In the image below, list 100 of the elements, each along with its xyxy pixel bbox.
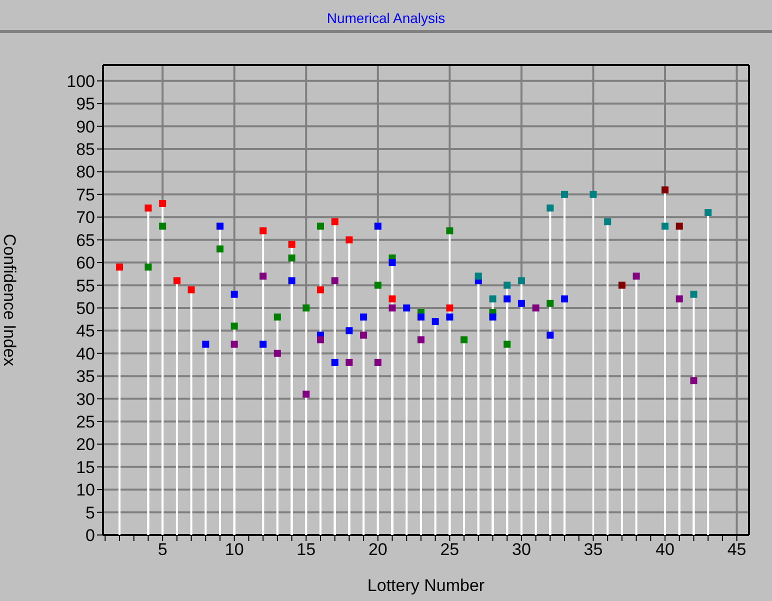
y-tick-label: 95	[76, 94, 95, 114]
x-axis-title: Lottery Number	[367, 576, 485, 595]
y-tick-label: 10	[76, 480, 95, 500]
point	[374, 222, 382, 230]
point	[230, 290, 238, 298]
point	[561, 190, 568, 198]
x-tick-label: 35	[584, 540, 603, 560]
point	[676, 222, 683, 230]
point	[260, 272, 267, 280]
point	[216, 222, 224, 230]
point	[546, 204, 554, 212]
point	[274, 314, 281, 321]
point	[590, 190, 597, 198]
point	[346, 236, 353, 244]
point	[403, 304, 410, 312]
y-tick-label: 100	[66, 72, 95, 91]
point	[144, 264, 152, 271]
point	[360, 332, 368, 339]
point	[316, 286, 324, 294]
chart-title: Numerical Analysis	[0, 0, 772, 33]
x-tick-label: 45	[727, 540, 746, 560]
point	[604, 218, 612, 226]
point	[374, 358, 382, 366]
point	[230, 340, 238, 348]
y-tick-label: 50	[76, 298, 95, 318]
point	[618, 282, 626, 289]
y-tick-label: 0	[86, 526, 95, 546]
point	[662, 186, 669, 194]
point	[690, 290, 698, 298]
point	[316, 222, 324, 230]
point	[662, 222, 669, 230]
point	[346, 327, 353, 334]
point	[331, 218, 338, 226]
point	[159, 200, 166, 207]
point	[331, 358, 338, 366]
point	[632, 272, 640, 280]
point	[546, 300, 554, 307]
point	[489, 295, 496, 302]
x-tick-label: 20	[368, 540, 388, 560]
point	[374, 282, 382, 289]
point	[518, 277, 525, 284]
point	[274, 350, 281, 357]
y-tick-label: 65	[76, 230, 95, 250]
y-tick-label: 40	[76, 344, 95, 364]
x-tick-label: 5	[158, 540, 168, 560]
point	[474, 272, 482, 280]
point	[302, 304, 310, 312]
y-tick-label: 70	[76, 208, 95, 228]
point	[504, 340, 511, 348]
point	[388, 295, 396, 302]
y-tick-label: 35	[76, 367, 95, 386]
point	[489, 314, 496, 321]
point	[446, 227, 454, 234]
point	[532, 304, 540, 312]
point	[202, 340, 210, 348]
point	[288, 254, 296, 262]
point	[173, 277, 180, 284]
y-axis-title: Confidence Index	[0, 234, 19, 367]
point	[302, 390, 310, 398]
point	[360, 314, 368, 321]
point	[690, 377, 698, 384]
point	[260, 340, 267, 348]
y-tick-label: 15	[76, 458, 95, 477]
point	[331, 277, 338, 284]
y-tick-label: 5	[86, 503, 95, 522]
point	[288, 240, 296, 248]
point	[188, 286, 195, 294]
y-tick-label: 85	[76, 140, 95, 160]
point	[216, 245, 224, 252]
x-tick-label: 40	[656, 540, 674, 560]
point	[316, 336, 324, 344]
y-tick-label: 55	[76, 276, 95, 296]
y-tick-label: 45	[76, 322, 95, 341]
point	[388, 259, 396, 266]
y-tick-label: 20	[76, 435, 95, 454]
point	[676, 295, 683, 302]
point	[504, 282, 511, 289]
point	[230, 322, 238, 330]
point	[460, 336, 468, 344]
point	[546, 332, 554, 339]
point	[417, 314, 424, 321]
point	[446, 314, 454, 321]
y-tick-label: 60	[76, 254, 95, 273]
y-tick-label: 80	[76, 162, 95, 182]
point	[346, 358, 353, 366]
point	[116, 264, 124, 271]
point	[446, 304, 454, 312]
point	[417, 336, 424, 344]
point	[704, 209, 712, 216]
point	[260, 227, 267, 234]
y-tick-label: 90	[76, 117, 95, 136]
point	[144, 204, 152, 212]
x-tick-label: 10	[224, 540, 244, 560]
x-tick-label: 25	[440, 540, 460, 560]
point	[432, 318, 439, 326]
point	[159, 222, 166, 230]
point	[388, 304, 396, 312]
point	[518, 300, 525, 307]
x-tick-label: 30	[512, 540, 531, 560]
point	[288, 277, 296, 284]
